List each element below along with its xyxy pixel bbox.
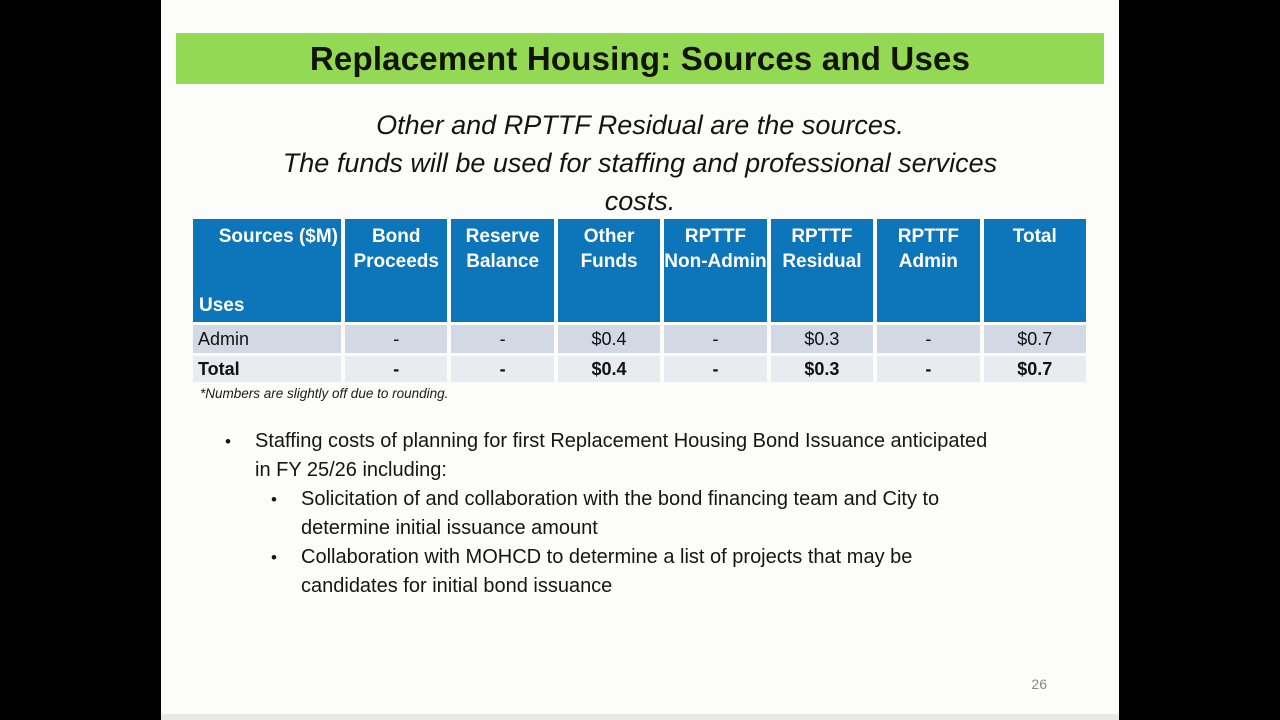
sources-uses-table: Sources ($M) Uses Bond Proceeds Reserve … bbox=[193, 219, 1086, 382]
subtitle-line: The funds will be used for staffing and … bbox=[282, 148, 998, 178]
bullet-text: Staffing costs of planning for first Rep… bbox=[255, 430, 988, 481]
table-corner-cell: Sources ($M) Uses bbox=[193, 219, 341, 322]
header-cell-other-funds: Other Funds bbox=[557, 219, 661, 322]
table-cell: $0.4 bbox=[557, 356, 661, 382]
table-footnote: *Numbers are slightly off due to roundin… bbox=[200, 386, 449, 401]
header-cell-rpttf-residual: RPTTF Residual bbox=[770, 219, 874, 322]
slide-subtitle: Other and RPTTF Residual are the sources… bbox=[176, 106, 1104, 220]
bullet-icon: • bbox=[225, 432, 231, 451]
list-item: • Collaboration with MOHCD to determine … bbox=[271, 543, 1089, 601]
list-item: • Staffing costs of planning for first R… bbox=[225, 427, 1089, 485]
table-cell: - bbox=[664, 356, 767, 382]
presentation-slide: Replacement Housing: Sources and Uses Ot… bbox=[161, 0, 1119, 720]
table-cell: - bbox=[664, 325, 767, 353]
bullet-text: Collaboration with MOHCD to determine a … bbox=[301, 546, 913, 597]
header-cell-rpttf-admin: RPTTF Admin bbox=[877, 219, 980, 322]
slide-title-banner: Replacement Housing: Sources and Uses bbox=[176, 33, 1104, 84]
corner-sources-label: Sources ($M) bbox=[218, 226, 338, 247]
header-cell-total: Total bbox=[983, 219, 1086, 322]
table-cell: $0.7 bbox=[983, 325, 1086, 353]
table-cell: $0.7 bbox=[983, 356, 1086, 382]
bullet-icon: • bbox=[271, 490, 277, 509]
table-cell: - bbox=[451, 356, 554, 382]
header-cell-bond-proceeds: Bond Proceeds bbox=[345, 219, 448, 322]
subtitle-line: Other and RPTTF Residual are the sources… bbox=[376, 110, 904, 140]
table-cell: $0.4 bbox=[557, 325, 661, 353]
slide-bottom-strip bbox=[161, 714, 1119, 720]
table-cell: - bbox=[451, 325, 554, 353]
bullet-text: Solicitation of and collaboration with t… bbox=[301, 488, 940, 539]
list-item: • Solicitation of and collaboration with… bbox=[271, 485, 1089, 543]
table-cell: $0.3 bbox=[770, 325, 874, 353]
table-cell: $0.3 bbox=[770, 356, 874, 382]
subtitle-line: costs. bbox=[604, 186, 676, 216]
bullet-list: • Staffing costs of planning for first R… bbox=[225, 427, 1089, 601]
slide-title: Replacement Housing: Sources and Uses bbox=[309, 39, 971, 77]
corner-uses-label: Uses bbox=[199, 295, 245, 316]
table-cell: - bbox=[345, 356, 448, 382]
row-total-label: Total bbox=[193, 356, 341, 382]
table-cell: - bbox=[877, 325, 980, 353]
header-cell-reserve-balance: Reserve Balance bbox=[451, 219, 554, 322]
table-cell: - bbox=[877, 356, 980, 382]
bullet-icon: • bbox=[271, 548, 277, 567]
table-cell: - bbox=[345, 325, 448, 353]
page-number: 26 bbox=[1031, 676, 1047, 692]
header-cell-rpttf-non-admin: RPTTF Non-Admin bbox=[664, 219, 767, 322]
row-admin-label: Admin bbox=[193, 325, 341, 353]
